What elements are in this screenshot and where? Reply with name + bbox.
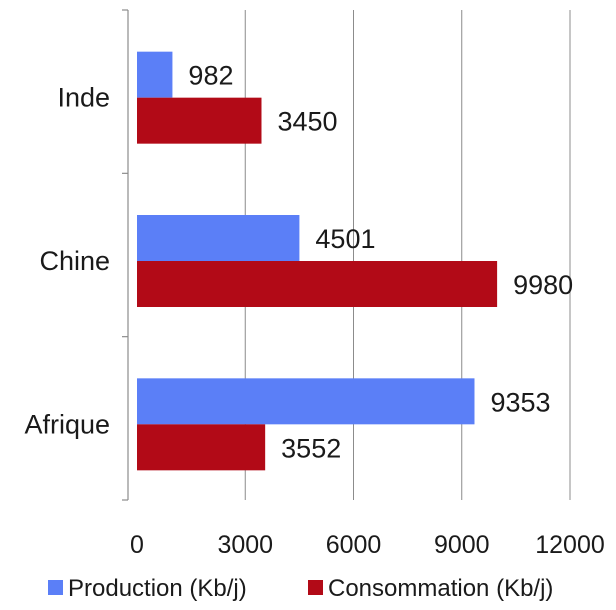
data-label: 982 [188,61,233,91]
category-label: Chine [39,246,110,276]
category-labels: Inde Chine Afrique [24,83,110,440]
bar-consommation [137,261,498,307]
bar-consommation [137,97,262,144]
x-tick-label: 9000 [434,531,490,559]
data-label: 3552 [281,433,341,463]
y-axis [122,9,129,501]
data-labels: 982 3450 4501 9980 9353 3552 [188,61,573,464]
x-tick-label: 6000 [326,531,382,559]
legend-swatch [308,580,323,595]
legend-swatch [48,580,63,595]
x-tick-label: 3000 [217,531,273,559]
data-label: 3450 [277,107,337,137]
category-label: Afrique [24,409,110,439]
data-label: 9980 [513,270,573,300]
legend-label: Production (Kb/j) [68,575,247,602]
bar-production [137,378,475,425]
x-tick-labels: 0 3000 6000 9000 12000 [130,531,605,559]
bars [137,51,498,471]
x-tick-label: 12000 [535,531,605,559]
data-label: 4501 [315,224,375,254]
bar-production [137,215,300,261]
data-label: 9353 [490,387,550,417]
bar-consommation [137,424,266,471]
bar-production [137,51,173,98]
x-tick-label: 0 [130,531,144,559]
legend-label: Consommation (Kb/j) [328,575,553,602]
legend: Production (Kb/j) Consommation (Kb/j) [48,575,553,602]
category-label: Inde [57,83,110,113]
